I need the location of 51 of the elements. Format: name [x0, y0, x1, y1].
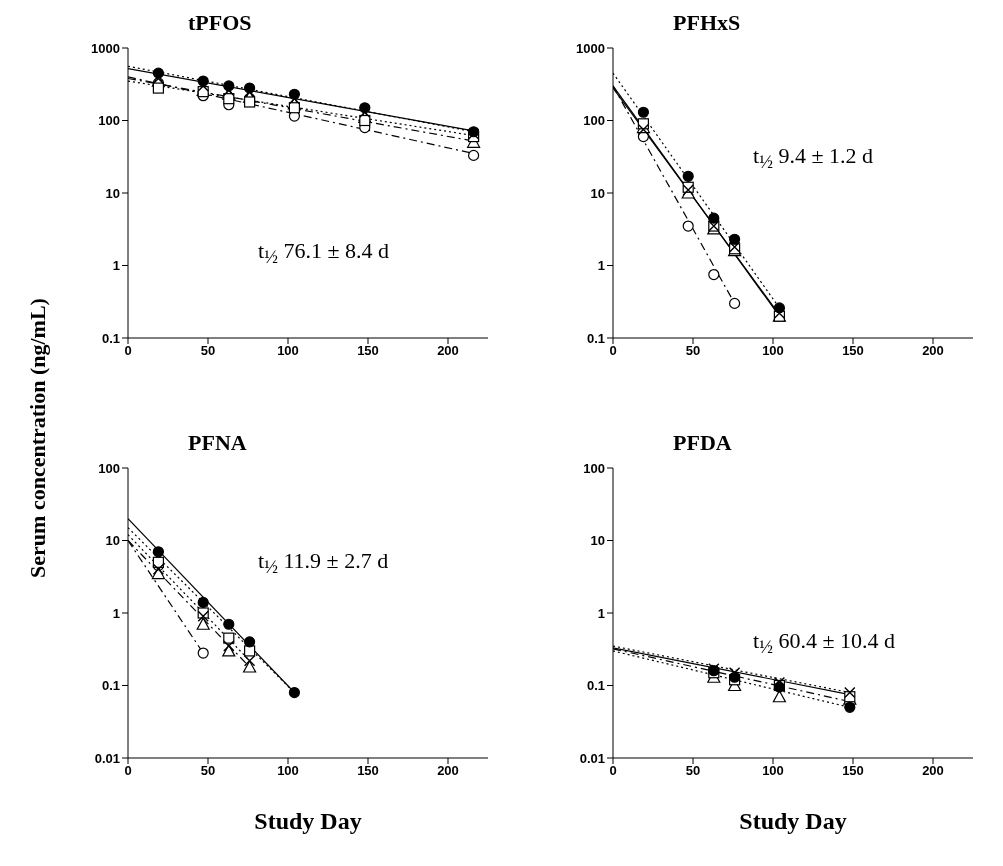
annotation: t$_{½}$ 11.9 ± 2.7 d	[258, 548, 389, 579]
x-tick-label: 200	[437, 763, 459, 779]
y-tick-label: 1000	[91, 40, 120, 56]
x-axis-title: Study Day	[253, 808, 363, 835]
y-tick-label: 1000	[576, 40, 605, 56]
y-axis-title: Serum concentration (ng/mL)	[25, 298, 51, 578]
annotation: t$_{½}$ 9.4 ± 1.2 d	[753, 143, 873, 174]
x-tick-label: 150	[842, 763, 864, 779]
y-tick-label: 100	[98, 460, 120, 476]
x-tick-label: 200	[922, 343, 944, 359]
y-tick-label: 10	[105, 533, 120, 549]
x-tick-label: 200	[922, 763, 944, 779]
y-tick-label: 0.01	[94, 750, 120, 766]
y-tick-label: 10	[590, 185, 605, 201]
y-tick-label: 1	[112, 258, 120, 274]
chart-title: PFDA	[673, 430, 732, 456]
y-tick-label: 0.1	[101, 330, 120, 346]
annotation: t$_{½}$ 60.4 ± 10.4 d	[753, 628, 895, 659]
y-tick-label: 10	[590, 533, 605, 549]
x-tick-label: 50	[685, 343, 701, 359]
x-tick-label: 50	[200, 763, 216, 779]
x-tick-label: 100	[277, 763, 299, 779]
x-tick-label: 0	[609, 763, 617, 779]
x-tick-label: 0	[609, 343, 617, 359]
x-tick-label: 150	[842, 343, 864, 359]
y-tick-label: 1	[597, 258, 605, 274]
x-tick-label: 100	[762, 763, 784, 779]
x-tick-label: 0	[124, 343, 132, 359]
chart-title: PFHxS	[673, 10, 741, 36]
y-tick-label: 0.1	[586, 330, 605, 346]
y-tick-label: 100	[98, 113, 120, 129]
x-tick-label: 0	[124, 763, 132, 779]
x-tick-label: 50	[685, 763, 701, 779]
y-tick-label: 100	[583, 460, 605, 476]
chart-title: PFNA	[188, 430, 247, 456]
y-tick-label: 1	[597, 605, 605, 621]
y-tick-label: 0.1	[101, 678, 120, 694]
x-tick-label: 50	[200, 343, 216, 359]
chart-title: tPFOS	[188, 10, 252, 36]
annotation: t$_{½}$ 76.1 ± 8.4 d	[258, 238, 389, 269]
x-tick-label: 200	[437, 343, 459, 359]
y-tick-label: 0.01	[579, 750, 605, 766]
x-tick-label: 100	[277, 343, 299, 359]
y-tick-label: 100	[583, 113, 605, 129]
y-tick-label: 0.1	[586, 678, 605, 694]
x-tick-label: 150	[357, 763, 379, 779]
x-axis-title: Study Day	[738, 808, 848, 835]
x-tick-label: 100	[762, 343, 784, 359]
x-tick-label: 150	[357, 343, 379, 359]
y-tick-label: 1	[112, 605, 120, 621]
y-tick-label: 10	[105, 185, 120, 201]
